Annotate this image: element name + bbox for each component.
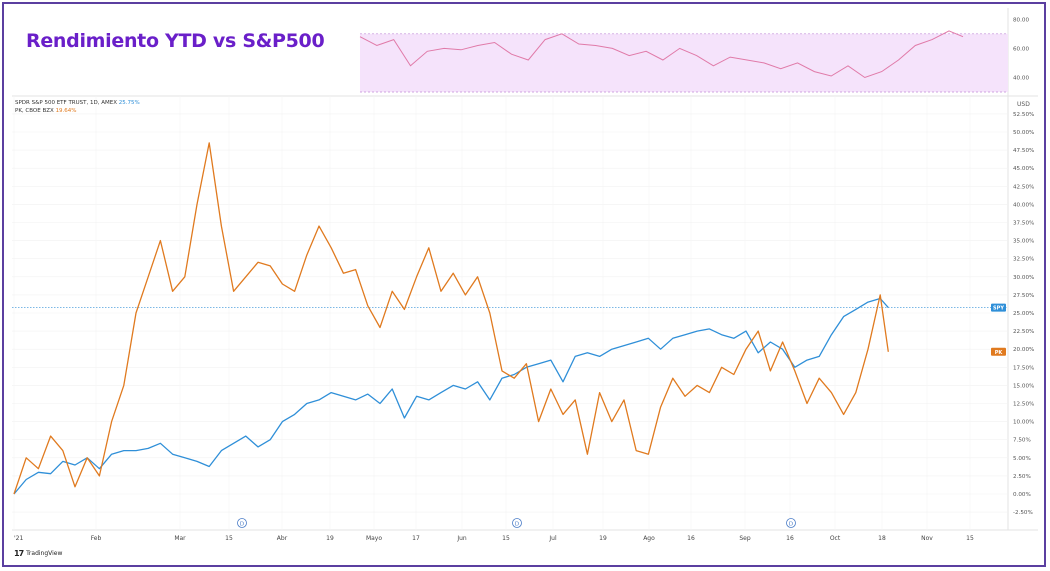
tradingview-brand: TradingView (26, 550, 63, 557)
dividend-marker[interactable] (237, 518, 247, 528)
x-tick-label: Mar (174, 535, 186, 542)
y-tick-label: 17.50% (1013, 365, 1034, 371)
dividend-marker[interactable] (512, 518, 522, 528)
y-tick-label: 12.50% (1013, 402, 1034, 408)
legend-pk-value: 19.64% (55, 108, 77, 114)
x-tick-label: Ago (643, 535, 655, 542)
legend-item-pk[interactable]: PK, CBOE BZX 19.64% (15, 107, 140, 115)
y-tick-label: 25.00% (1013, 311, 1034, 317)
rsi-line[interactable] (359, 30, 964, 79)
x-tick-label: 15 (225, 535, 233, 542)
y-tick-label: 10.00% (1013, 420, 1034, 426)
y-tick-label: 27.50% (1013, 293, 1034, 299)
last-value-label-pk: PK (995, 350, 1004, 356)
x-tick-label: 19 (599, 535, 607, 542)
y-tick-label: 35.00% (1013, 239, 1034, 245)
rsi-y-tick-label: 60.00 (1013, 46, 1029, 52)
x-tick-label: '21 (14, 535, 23, 542)
dividend-marker[interactable] (786, 518, 796, 528)
last-value-badge-spy (991, 303, 1006, 312)
y-tick-label: 52.50% (1013, 112, 1034, 118)
y-tick-label: 0.00% (1013, 492, 1031, 498)
last-value-badge-pk (991, 347, 1006, 356)
x-tick-label: Jun (456, 535, 467, 542)
y-tick-label: 47.50% (1013, 148, 1034, 154)
y-tick-label: 50.00% (1013, 130, 1034, 136)
series-line-spy[interactable] (13, 297, 889, 495)
rsi-band (360, 33, 1008, 92)
rsi-y-tick-label: 40.00 (1013, 75, 1029, 81)
x-tick-label: 17 (412, 535, 420, 542)
x-tick-label: 16 (786, 535, 794, 542)
y-tick-label: 37.50% (1013, 221, 1034, 227)
y-tick-label: 30.00% (1013, 275, 1034, 281)
x-tick-label: 18 (878, 535, 886, 542)
y-tick-label: 22.50% (1013, 329, 1034, 335)
x-tick-label: Feb (91, 535, 102, 542)
y-tick-label: 7.50% (1013, 438, 1031, 444)
x-tick-label: 19 (326, 535, 334, 542)
y-tick-label: 32.50% (1013, 257, 1034, 263)
chart-title: Rendimiento YTD vs S&P500 (26, 30, 325, 52)
x-tick-label: 15 (966, 535, 974, 542)
x-tick-label: 15 (502, 535, 510, 542)
legend-spy-label: SPDR S&P 500 ETF TRUST, 1D, AMEX (15, 100, 117, 106)
dividend-marker-label: D (240, 521, 244, 527)
dividend-marker-label: D (789, 521, 793, 527)
legend-item-spy[interactable]: SPDR S&P 500 ETF TRUST, 1D, AMEX 25.75% (15, 99, 140, 107)
y-tick-label: 2.50% (1013, 474, 1031, 480)
dividend-marker-label: D (515, 521, 519, 527)
y-tick-label: 42.50% (1013, 184, 1034, 190)
y-tick-label: -2.50% (1013, 510, 1033, 516)
x-tick-label: 16 (687, 535, 695, 542)
x-tick-label: Jul (548, 535, 557, 542)
x-tick-label: Mayo (366, 535, 382, 542)
y-tick-label: 45.00% (1013, 166, 1034, 172)
legend: SPDR S&P 500 ETF TRUST, 1D, AMEX 25.75% … (15, 99, 140, 115)
y-tick-label: 5.00% (1013, 456, 1031, 462)
rsi-y-tick-label: 80.00 (1013, 17, 1029, 23)
y-tick-label: 15.00% (1013, 383, 1034, 389)
last-value-label-spy: SPY (993, 306, 1004, 312)
x-tick-label: Sep (739, 535, 751, 542)
x-tick-label: Abr (277, 535, 288, 542)
y-tick-label: 20.00% (1013, 347, 1034, 353)
y-axis-unit: USD (1017, 101, 1030, 108)
legend-pk-label: PK, CBOE BZX (15, 108, 54, 114)
x-tick-label: Oct (830, 535, 841, 542)
legend-spy-value: 25.75% (118, 100, 140, 106)
tradingview-logo-icon: 17 (14, 549, 24, 558)
y-tick-label: 40.00% (1013, 202, 1034, 208)
x-tick-label: Nov (921, 535, 933, 542)
tradingview-logo[interactable]: 17 TradingView (14, 549, 62, 558)
series-line-pk[interactable] (13, 142, 889, 495)
